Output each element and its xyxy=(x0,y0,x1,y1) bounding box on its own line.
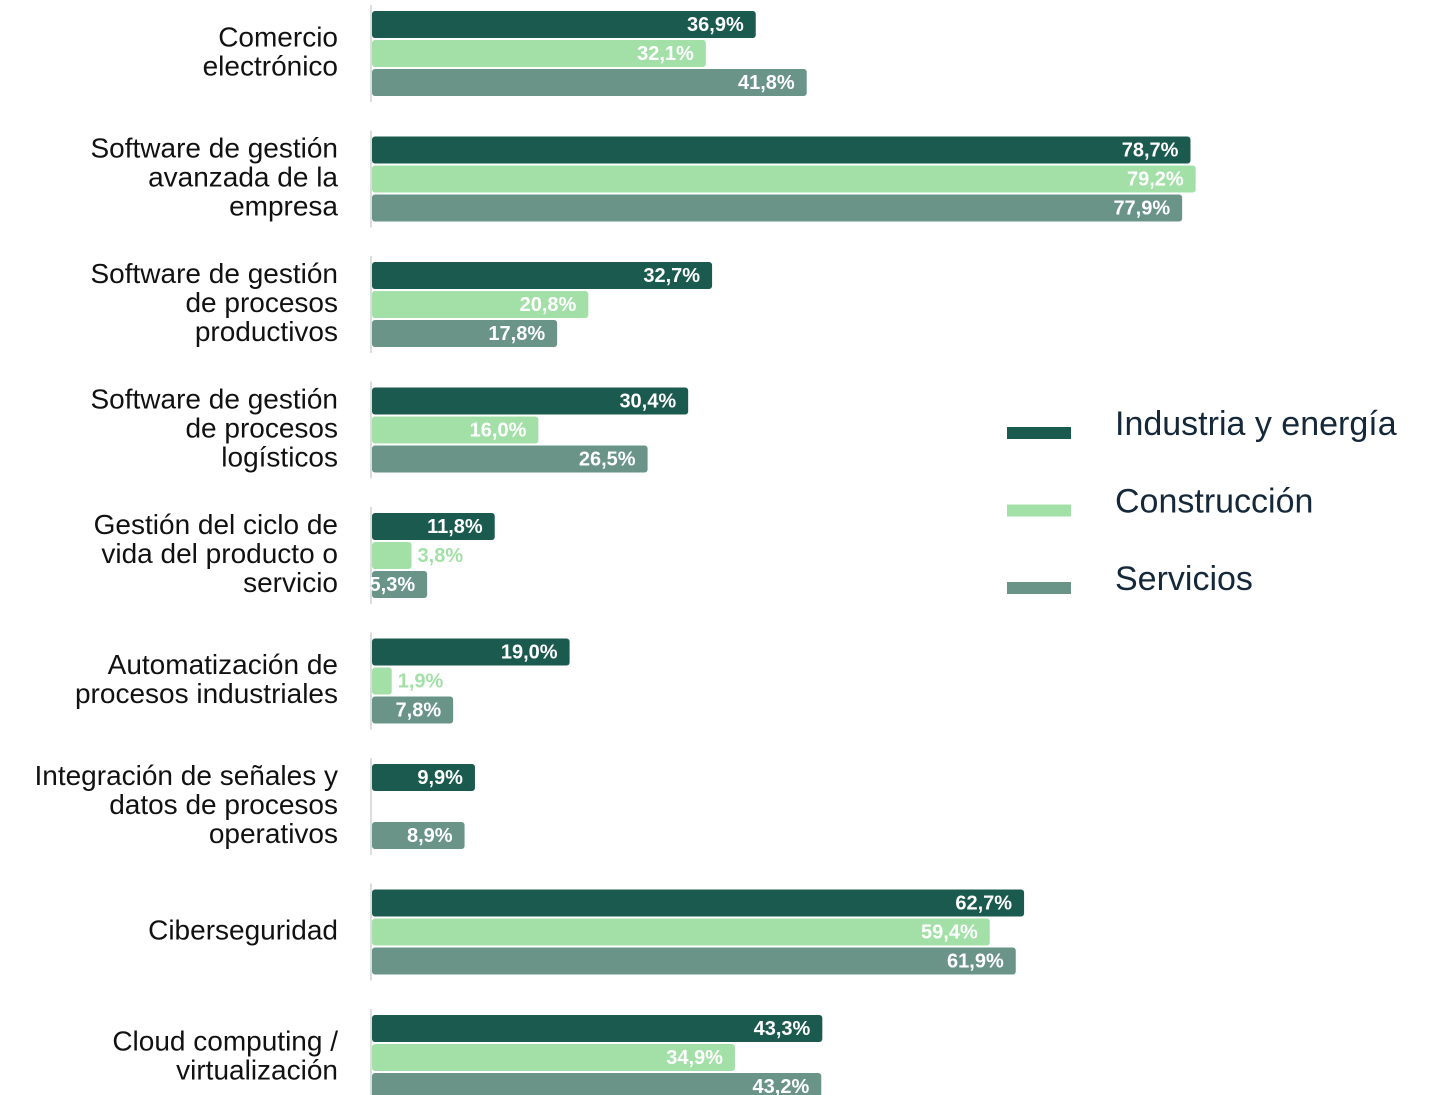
value-label: 1,9% xyxy=(398,670,444,692)
legend-swatch xyxy=(1007,504,1071,517)
bar xyxy=(372,947,1016,975)
bar xyxy=(372,262,713,289)
legend-swatch xyxy=(1007,427,1071,439)
category-label: Ciberseguridad xyxy=(148,914,338,945)
bar xyxy=(372,889,1025,917)
category-label: Gestión del ciclo de xyxy=(94,509,338,540)
category-label: empresa xyxy=(229,190,338,221)
legend-label: Servicios xyxy=(1115,560,1253,598)
value-label: 61,9% xyxy=(947,950,1004,972)
bar xyxy=(372,571,428,598)
value-label: 59,4% xyxy=(921,921,978,943)
value-label: 79,2% xyxy=(1127,168,1184,190)
bar xyxy=(372,136,1191,164)
bar xyxy=(372,822,465,849)
bar xyxy=(372,542,412,569)
value-label: 77,9% xyxy=(1113,197,1170,219)
value-label: 17,8% xyxy=(488,323,545,345)
value-label: 9,9% xyxy=(417,767,463,789)
category-label: servicio xyxy=(243,567,338,598)
bar xyxy=(372,165,1196,193)
category-label: Integración de señales y xyxy=(34,760,338,791)
bar xyxy=(372,445,648,473)
value-label: 43,3% xyxy=(754,1018,811,1040)
bar xyxy=(372,1044,735,1071)
category-label: vida del producto o xyxy=(101,538,338,569)
value-label: 41,8% xyxy=(738,72,795,94)
category-label: Automatización de xyxy=(108,649,338,680)
legend-swatch xyxy=(1007,582,1071,594)
bar xyxy=(372,387,689,415)
value-label: 34,9% xyxy=(666,1047,723,1069)
value-label: 26,5% xyxy=(579,448,636,470)
bar xyxy=(372,696,454,724)
bar xyxy=(372,1073,822,1095)
legend-label: Industria y energía xyxy=(1115,405,1397,443)
category-label: Cloud computing / xyxy=(112,1025,338,1056)
value-label: 16,0% xyxy=(470,419,527,441)
value-label: 62,7% xyxy=(955,892,1012,914)
bar xyxy=(372,667,392,695)
bar xyxy=(372,638,570,666)
bar xyxy=(372,918,990,946)
category-label: virtualización xyxy=(176,1054,338,1085)
bar xyxy=(372,764,475,791)
value-label: 3,8% xyxy=(418,545,464,567)
value-label: 7,8% xyxy=(396,699,442,721)
category-label: avanzada de la xyxy=(148,161,338,192)
value-label: 32,7% xyxy=(643,265,700,287)
bar xyxy=(372,416,539,444)
bar xyxy=(372,40,706,67)
bar xyxy=(372,11,756,38)
bar xyxy=(372,513,495,540)
value-label: 32,1% xyxy=(637,43,694,65)
bar xyxy=(372,320,558,347)
category-label: procesos industriales xyxy=(75,678,338,709)
category-label: Software de gestión xyxy=(91,132,339,163)
value-label: 11,8% xyxy=(427,516,483,538)
category-label: Software de gestión xyxy=(91,383,339,414)
bar xyxy=(372,291,589,318)
category-label: operativos xyxy=(209,818,338,849)
category-label: electrónico xyxy=(203,50,338,81)
value-label: 20,8% xyxy=(520,294,577,316)
value-label: 8,9% xyxy=(407,825,453,847)
value-label: 30,4% xyxy=(619,390,676,412)
value-label: 19,0% xyxy=(501,641,558,663)
value-label: 43,2% xyxy=(753,1076,810,1095)
bar xyxy=(372,69,807,96)
value-label: 5,3% xyxy=(370,574,416,596)
bar xyxy=(372,194,1183,222)
value-label: 36,9% xyxy=(687,14,744,36)
bar xyxy=(372,1015,823,1042)
category-label: productivos xyxy=(195,316,338,347)
category-label: Comercio xyxy=(218,21,338,52)
category-label: de procesos xyxy=(185,412,338,443)
legend-label: Construcción xyxy=(1115,482,1313,520)
category-label: datos de procesos xyxy=(109,789,338,820)
category-label: logísticos xyxy=(221,441,338,472)
value-label: 78,7% xyxy=(1122,139,1179,161)
category-label: Software de gestión xyxy=(91,258,339,289)
category-label: de procesos xyxy=(185,287,338,318)
